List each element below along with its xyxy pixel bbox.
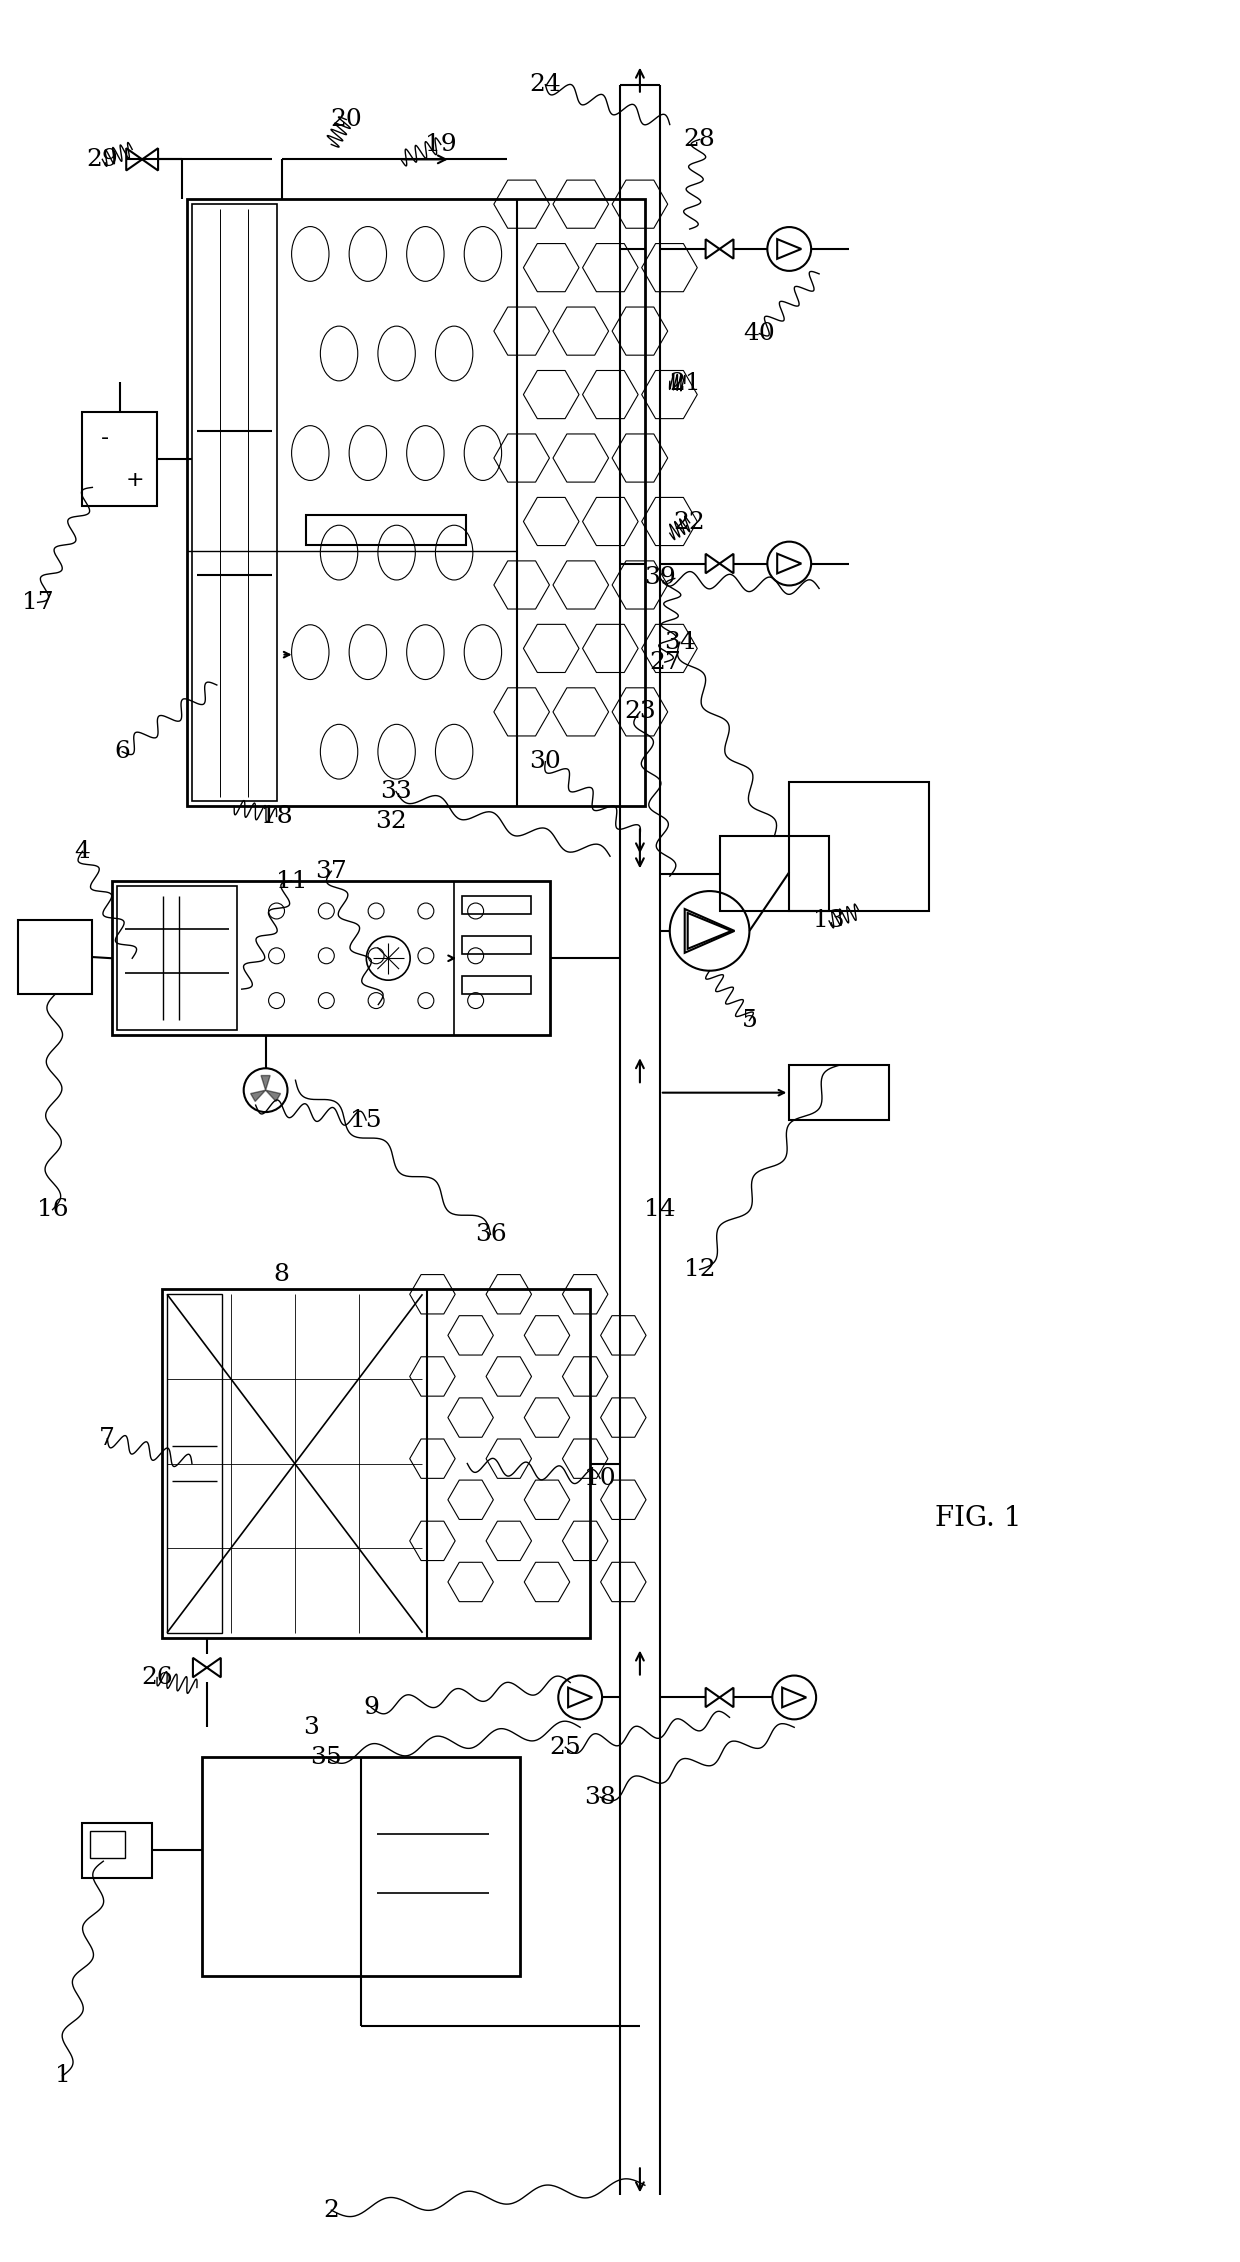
- Polygon shape: [250, 1090, 265, 1102]
- Text: 26: 26: [141, 1667, 172, 1690]
- Bar: [789, 783, 929, 912]
- Text: 5: 5: [742, 1009, 758, 1031]
- Text: 32: 32: [376, 810, 407, 832]
- Text: 13: 13: [813, 909, 844, 932]
- Text: 25: 25: [549, 1735, 582, 1760]
- Polygon shape: [262, 1074, 270, 1090]
- Bar: [202, 1758, 521, 1977]
- Bar: [82, 412, 157, 507]
- Text: 11: 11: [275, 869, 308, 893]
- Text: 22: 22: [673, 511, 706, 534]
- Text: 15: 15: [351, 1108, 382, 1131]
- Text: 18: 18: [260, 805, 293, 828]
- Text: 35: 35: [310, 1746, 342, 1769]
- Text: 14: 14: [644, 1199, 676, 1221]
- Text: 36: 36: [475, 1224, 506, 1246]
- Text: 29: 29: [87, 147, 118, 172]
- Bar: [113, 882, 551, 1036]
- Text: 28: 28: [683, 129, 715, 152]
- Bar: [187, 199, 645, 808]
- Text: -: -: [100, 428, 109, 448]
- Text: 16: 16: [37, 1199, 68, 1221]
- Text: +: +: [125, 470, 144, 491]
- Text: 10: 10: [584, 1468, 616, 1491]
- Text: 37: 37: [315, 860, 347, 882]
- Bar: [463, 975, 531, 993]
- Text: FIG. 1: FIG. 1: [935, 1504, 1022, 1531]
- Text: 8: 8: [274, 1262, 289, 1285]
- Bar: [306, 516, 466, 545]
- Text: 17: 17: [22, 590, 53, 613]
- Bar: [118, 887, 237, 1031]
- Text: 4: 4: [74, 839, 91, 862]
- Bar: [91, 1830, 125, 1857]
- Text: 33: 33: [381, 780, 412, 803]
- Bar: [463, 936, 531, 955]
- Text: 30: 30: [529, 751, 562, 774]
- Bar: [167, 1294, 222, 1633]
- Bar: [719, 837, 830, 912]
- Text: 39: 39: [644, 566, 676, 588]
- Text: 19: 19: [425, 133, 456, 156]
- Text: 38: 38: [584, 1785, 616, 1810]
- Bar: [82, 1823, 153, 1877]
- Bar: [17, 921, 92, 995]
- Text: 6: 6: [114, 740, 130, 762]
- Text: 3: 3: [304, 1717, 320, 1739]
- Bar: [192, 204, 277, 801]
- Text: 23: 23: [624, 701, 656, 724]
- Bar: [162, 1289, 590, 1638]
- Text: 20: 20: [330, 109, 362, 131]
- Bar: [789, 1065, 889, 1120]
- Text: 21: 21: [668, 371, 701, 396]
- Text: 1: 1: [55, 2065, 71, 2088]
- Text: 12: 12: [683, 1258, 715, 1280]
- Text: 9: 9: [363, 1696, 379, 1719]
- Text: 27: 27: [649, 651, 681, 674]
- Polygon shape: [265, 1090, 280, 1102]
- Text: 24: 24: [529, 72, 562, 97]
- Bar: [463, 896, 531, 914]
- Text: 2: 2: [324, 2199, 340, 2221]
- Text: 40: 40: [744, 321, 775, 346]
- Text: 34: 34: [663, 631, 696, 654]
- Text: 7: 7: [99, 1427, 115, 1450]
